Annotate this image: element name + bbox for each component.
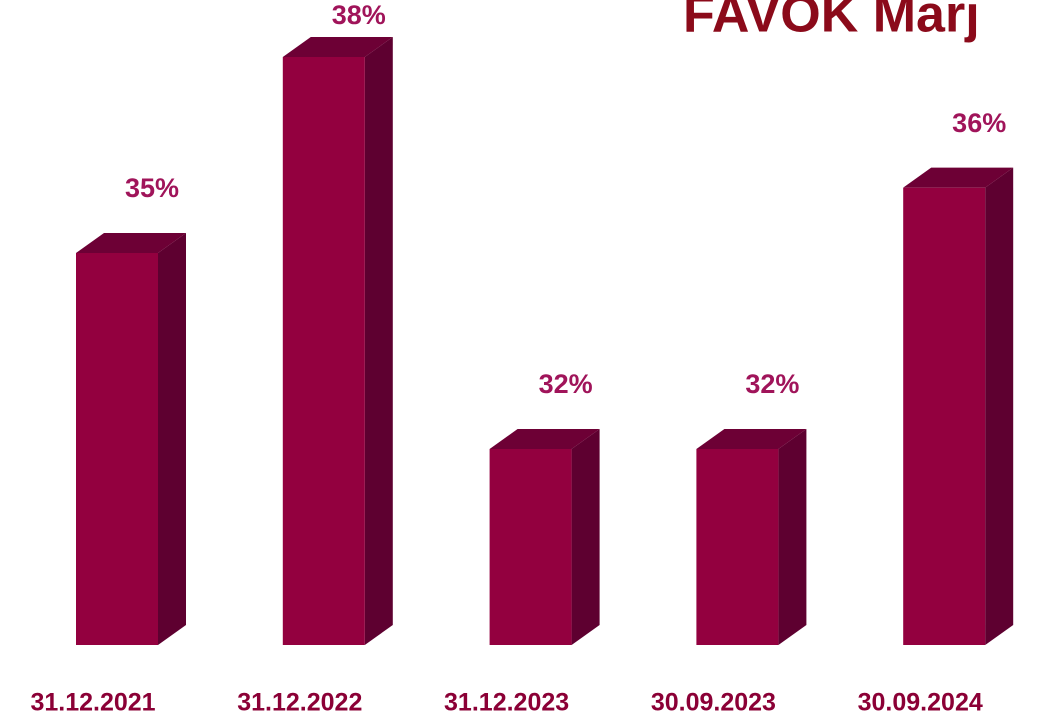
chart-title: FAVÖK Marj	[683, 0, 980, 44]
value-label: 32%	[539, 369, 593, 399]
value-label: 36%	[952, 108, 1006, 138]
bar-top	[282, 37, 393, 57]
bar	[903, 167, 1014, 645]
bar-side	[778, 429, 807, 645]
bar	[282, 37, 393, 645]
bar	[696, 429, 807, 645]
bar-front	[282, 57, 365, 645]
bar-side	[364, 37, 393, 645]
value-label: 35%	[125, 173, 179, 203]
bar-top	[696, 429, 807, 449]
x-tick-label: 31.12.2022	[237, 689, 362, 717]
bar-top	[903, 167, 1014, 188]
bar-front	[76, 253, 158, 645]
bar-front	[696, 449, 779, 645]
x-tick-label: 31.12.2021	[30, 689, 155, 717]
bar-top	[76, 233, 186, 253]
value-label: 32%	[745, 369, 799, 399]
bar-side	[571, 429, 600, 645]
x-tick-label: 30.09.2024	[858, 689, 983, 717]
bar-front	[903, 187, 986, 645]
bar-side	[158, 233, 186, 645]
bar-top	[489, 429, 600, 449]
x-tick-label: 31.12.2023	[444, 689, 569, 717]
x-tick-label: 30.09.2023	[651, 689, 776, 717]
bar	[489, 429, 600, 645]
bar-side	[985, 167, 1014, 645]
bar-front	[489, 449, 572, 645]
value-label: 38%	[332, 0, 386, 30]
bar	[76, 233, 186, 645]
